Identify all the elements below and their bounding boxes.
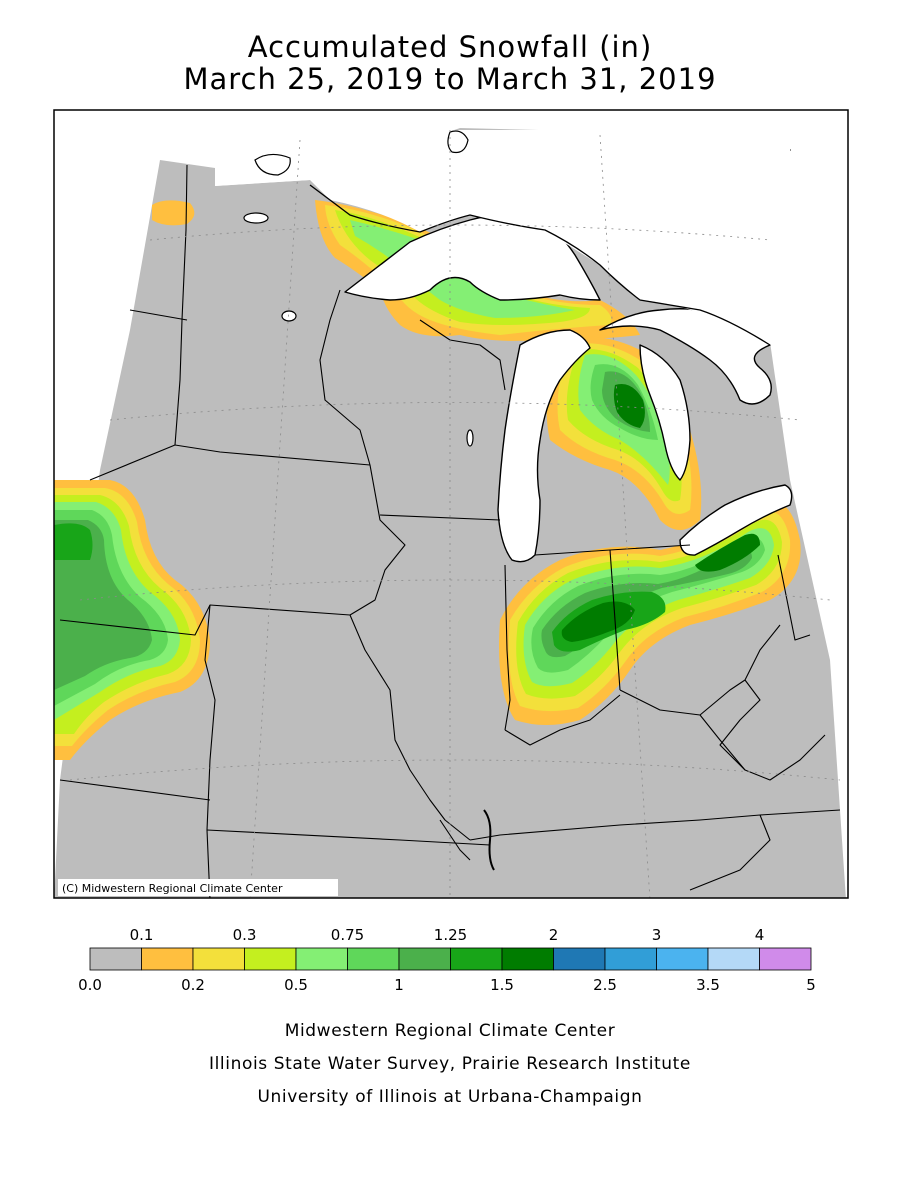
- graticule: [69, 130, 841, 898]
- legend-label-bottom: 1.5: [490, 976, 514, 994]
- great-lakes: [344, 139, 793, 563]
- legend-swatch: [759, 947, 812, 971]
- lake-michigan: [497, 329, 591, 563]
- legend-label-top: 0.3: [233, 926, 257, 944]
- legend-swatch: [295, 947, 348, 971]
- legend-label-top: 0.75: [331, 926, 364, 944]
- legend: 0.1 0.3 0.75 1.25 2 3 4 0.0 0.2 0.5 1 1.5 2.5 3.5 5: [78, 926, 816, 994]
- legend-label-bottom: 1: [394, 976, 404, 994]
- band-indiana-ohio: [499, 501, 801, 725]
- legend-swatch: [347, 947, 400, 971]
- legend-swatch: [707, 947, 760, 971]
- copyright-box: [58, 879, 338, 896]
- band-nw-minnesota: [152, 200, 195, 226]
- map-date-range: March 25, 2019 to March 31, 2019: [183, 62, 717, 96]
- legend-label-top: 4: [755, 926, 765, 944]
- legend-swatch: [450, 947, 503, 971]
- legend-swatch: [89, 947, 142, 971]
- legend-swatch: [141, 947, 194, 971]
- legend-swatch: [604, 947, 657, 971]
- band-west-iowa: [54, 480, 210, 760]
- state-boundaries: [59, 164, 841, 898]
- map-area: [54, 128, 846, 898]
- legend-swatch: [553, 947, 606, 971]
- snowfall-map: (C) Midwestern Regional Climate Center 0…: [53, 109, 849, 994]
- legend-swatch: [398, 947, 451, 971]
- lake-superior: [344, 214, 601, 301]
- legend-swatch: [501, 947, 554, 971]
- legend-label-bottom: 0.2: [181, 976, 205, 994]
- credit-mrcc: Midwestern Regional Climate Center: [284, 1021, 616, 1041]
- legend-swatch: [192, 947, 245, 971]
- copyright-text: (C) Midwestern Regional Climate Center: [62, 882, 283, 895]
- legend-label-top: 1.25: [434, 926, 467, 944]
- legend-label-bottom: 5: [806, 976, 816, 994]
- credit-isws: Illinois State Water Survey, Prairie Res…: [209, 1054, 691, 1074]
- lake-erie: [679, 484, 793, 556]
- islands: [243, 130, 474, 447]
- map-frame: [53, 109, 849, 899]
- legend-label-top: 2: [549, 926, 559, 944]
- credit-uiuc: University of Illinois at Urbana-Champai…: [257, 1087, 643, 1107]
- legend-label-bottom: 0.0: [78, 976, 102, 994]
- map-title: Accumulated Snowfall (in): [247, 30, 653, 64]
- legend-swatch: [244, 947, 297, 971]
- legend-label-bottom: 3.5: [696, 976, 720, 994]
- legend-swatch: [656, 947, 709, 971]
- superior-north-shore: [309, 184, 771, 346]
- canada-land: [215, 130, 790, 345]
- legend-label-bottom: 2.5: [593, 976, 617, 994]
- legend-label-top: 3: [652, 926, 662, 944]
- legend-label-bottom: 0.5: [284, 976, 308, 994]
- kentucky-lake: [483, 809, 495, 871]
- legend-label-top: 0.1: [130, 926, 154, 944]
